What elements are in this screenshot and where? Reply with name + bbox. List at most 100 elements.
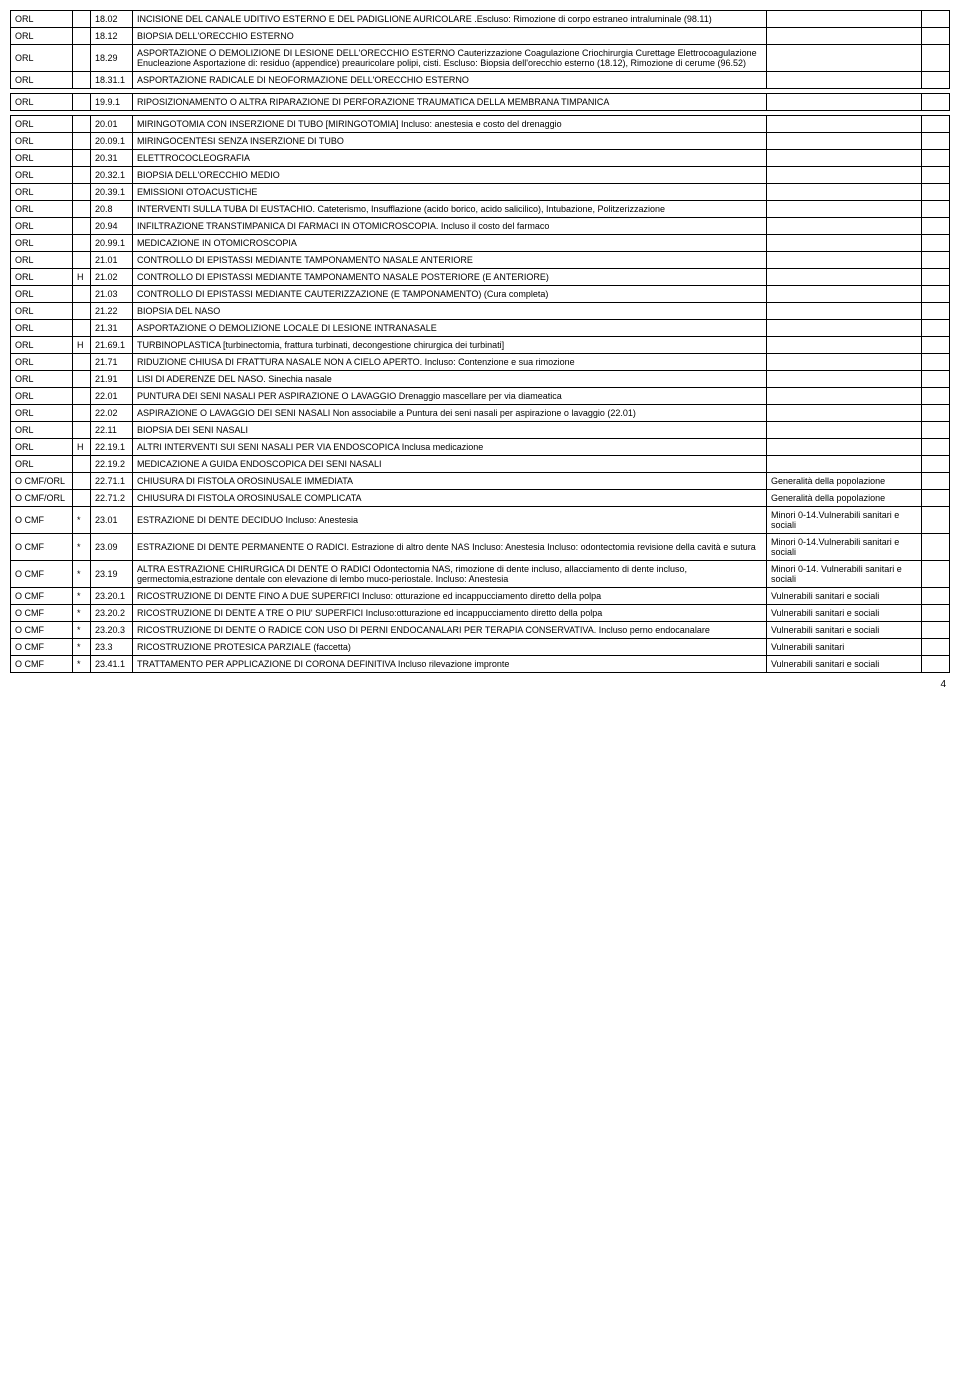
- category-cell: O CMF: [11, 639, 73, 656]
- description-cell: INCISIONE DEL CANALE UDITIVO ESTERNO E D…: [133, 11, 767, 28]
- category-cell: ORL: [11, 218, 73, 235]
- code-cell: 22.71.1: [91, 473, 133, 490]
- description-cell: ASPORTAZIONE O DEMOLIZIONE DI LESIONE DE…: [133, 45, 767, 72]
- description-cell: ESTRAZIONE DI DENTE DECIDUO Incluso: Ane…: [133, 507, 767, 534]
- code-cell: 18.31.1: [91, 72, 133, 89]
- code-cell: 23.09: [91, 534, 133, 561]
- description-cell: CONTROLLO DI EPISTASSI MEDIANTE TAMPONAM…: [133, 269, 767, 286]
- notes-cell: [767, 405, 922, 422]
- notes-cell: Vulnerabili sanitari e sociali: [767, 605, 922, 622]
- notes-cell: [767, 133, 922, 150]
- table-row: ORL22.02ASPIRAZIONE O LAVAGGIO DEI SENI …: [11, 405, 950, 422]
- flag-cell: H: [73, 439, 91, 456]
- description-cell: EMISSIONI OTOACUSTICHE: [133, 184, 767, 201]
- table-row: O CMF*23.09ESTRAZIONE DI DENTE PERMANENT…: [11, 534, 950, 561]
- notes-cell: [767, 11, 922, 28]
- category-cell: ORL: [11, 45, 73, 72]
- extra-cell: [922, 456, 950, 473]
- extra-cell: [922, 167, 950, 184]
- flag-cell: [73, 286, 91, 303]
- extra-cell: [922, 286, 950, 303]
- flag-cell: [73, 133, 91, 150]
- category-cell: ORL: [11, 337, 73, 354]
- category-cell: ORL: [11, 94, 73, 111]
- notes-cell: [767, 201, 922, 218]
- notes-cell: [767, 439, 922, 456]
- category-cell: ORL: [11, 133, 73, 150]
- flag-cell: [73, 354, 91, 371]
- table-row: O CMF*23.41.1TRATTAMENTO PER APPLICAZION…: [11, 656, 950, 673]
- flag-cell: [73, 473, 91, 490]
- category-cell: O CMF: [11, 588, 73, 605]
- table-row: O CMF*23.20.2RICOSTRUZIONE DI DENTE A TR…: [11, 605, 950, 622]
- code-cell: 18.12: [91, 28, 133, 45]
- code-cell: 23.20.2: [91, 605, 133, 622]
- extra-cell: [922, 201, 950, 218]
- table-row: O CMF*23.01ESTRAZIONE DI DENTE DECIDUO I…: [11, 507, 950, 534]
- notes-cell: [767, 94, 922, 111]
- extra-cell: [922, 133, 950, 150]
- code-cell: 21.03: [91, 286, 133, 303]
- extra-cell: [922, 218, 950, 235]
- category-cell: ORL: [11, 72, 73, 89]
- category-cell: ORL: [11, 320, 73, 337]
- code-cell: 20.01: [91, 116, 133, 133]
- notes-cell: Minori 0-14.Vulnerabili sanitari e socia…: [767, 507, 922, 534]
- flag-cell: [73, 116, 91, 133]
- code-cell: 21.31: [91, 320, 133, 337]
- extra-cell: [922, 269, 950, 286]
- description-cell: LISI DI ADERENZE DEL NASO. Sinechia nasa…: [133, 371, 767, 388]
- description-cell: MEDICAZIONE A GUIDA ENDOSCOPICA DEI SENI…: [133, 456, 767, 473]
- extra-cell: [922, 150, 950, 167]
- code-cell: 18.29: [91, 45, 133, 72]
- extra-cell: [922, 622, 950, 639]
- description-cell: RICOSTRUZIONE DI DENTE A TRE O PIU' SUPE…: [133, 605, 767, 622]
- flag-cell: [73, 201, 91, 218]
- table-row: ORL22.11BIOPSIA DEI SENI NASALI: [11, 422, 950, 439]
- table-row: O CMF/ORL22.71.2CHIUSURA DI FISTOLA OROS…: [11, 490, 950, 507]
- flag-cell: [73, 303, 91, 320]
- table-row: ORL20.94INFILTRAZIONE TRANSTIMPANICA DI …: [11, 218, 950, 235]
- notes-cell: [767, 354, 922, 371]
- notes-cell: [767, 45, 922, 72]
- table-row: ORL22.19.2MEDICAZIONE A GUIDA ENDOSCOPIC…: [11, 456, 950, 473]
- code-cell: 20.39.1: [91, 184, 133, 201]
- category-cell: ORL: [11, 286, 73, 303]
- extra-cell: [922, 184, 950, 201]
- extra-cell: [922, 507, 950, 534]
- notes-cell: [767, 184, 922, 201]
- table-row: ORL20.39.1EMISSIONI OTOACUSTICHE: [11, 184, 950, 201]
- category-cell: ORL: [11, 405, 73, 422]
- notes-cell: [767, 116, 922, 133]
- table-row: ORL21.22BIOPSIA DEL NASO: [11, 303, 950, 320]
- table-row: ORL20.31ELETTROCOCLEOGRAFIA: [11, 150, 950, 167]
- description-cell: ALTRI INTERVENTI SUI SENI NASALI PER VIA…: [133, 439, 767, 456]
- notes-cell: [767, 371, 922, 388]
- table-row: ORL20.8INTERVENTI SULLA TUBA DI EUSTACHI…: [11, 201, 950, 218]
- description-cell: ASPORTAZIONE O DEMOLIZIONE LOCALE DI LES…: [133, 320, 767, 337]
- category-cell: O CMF: [11, 622, 73, 639]
- table-row: ORL18.31.1ASPORTAZIONE RADICALE DI NEOFO…: [11, 72, 950, 89]
- flag-cell: [73, 184, 91, 201]
- flag-cell: [73, 456, 91, 473]
- extra-cell: [922, 28, 950, 45]
- extra-cell: [922, 303, 950, 320]
- flag-cell: *: [73, 639, 91, 656]
- flag-cell: [73, 388, 91, 405]
- table-row: ORL21.01CONTROLLO DI EPISTASSI MEDIANTE …: [11, 252, 950, 269]
- notes-cell: [767, 269, 922, 286]
- extra-cell: [922, 561, 950, 588]
- code-cell: 23.3: [91, 639, 133, 656]
- code-cell: 20.8: [91, 201, 133, 218]
- description-cell: RICOSTRUZIONE DI DENTE O RADICE CON USO …: [133, 622, 767, 639]
- description-cell: RICOSTRUZIONE PROTESICA PARZIALE (faccet…: [133, 639, 767, 656]
- flag-cell: [73, 235, 91, 252]
- description-cell: RIPOSIZIONAMENTO O ALTRA RIPARAZIONE DI …: [133, 94, 767, 111]
- category-cell: O CMF: [11, 656, 73, 673]
- code-cell: 21.69.1: [91, 337, 133, 354]
- flag-cell: *: [73, 507, 91, 534]
- extra-cell: [922, 252, 950, 269]
- category-cell: O CMF: [11, 534, 73, 561]
- category-cell: ORL: [11, 167, 73, 184]
- notes-cell: Generalità della popolazione: [767, 473, 922, 490]
